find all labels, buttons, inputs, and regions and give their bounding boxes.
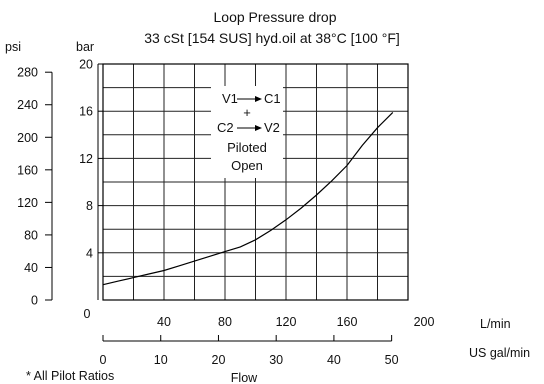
psi-tick-label: 200 xyxy=(17,131,38,145)
gpm-tick-label: 20 xyxy=(212,353,226,367)
lpm-tick-label: 200 xyxy=(414,315,435,329)
gpm-tick-label: 40 xyxy=(327,353,341,367)
psi-tick-label: 120 xyxy=(17,196,38,210)
bar-tick-label: 20 xyxy=(79,58,93,72)
annotation-open: Open xyxy=(231,158,263,173)
lpm-tick-label: 80 xyxy=(218,315,232,329)
flow-path-annotation: V1 C1 + C2 V2 Piloted Open xyxy=(211,86,283,178)
annotation-piloted: Piloted xyxy=(227,140,267,155)
bar-tick-label: 8 xyxy=(86,199,93,213)
annotation-background xyxy=(211,86,283,178)
annotation-c2: C2 xyxy=(217,120,234,135)
psi-tick-label: 240 xyxy=(17,98,38,112)
x-unit-lpm-label: L/min xyxy=(480,317,511,331)
lpm-tick-label: 40 xyxy=(157,315,171,329)
gpm-tick-label: 30 xyxy=(269,353,283,367)
psi-tick-label: 280 xyxy=(17,66,38,80)
psi-tick-label: 160 xyxy=(17,163,38,177)
y-unit-psi-label: psi xyxy=(5,40,21,54)
psi-tick-label: 0 xyxy=(31,294,38,308)
x-unit-gpm-label: US gal/min xyxy=(469,346,530,360)
annotation-c1: C1 xyxy=(264,91,281,106)
bar-tick-label: 4 xyxy=(86,246,93,260)
psi-tick-label: 40 xyxy=(24,261,38,275)
annotation-arrowhead-1 xyxy=(255,96,262,102)
gpm-tick-label: 10 xyxy=(154,353,168,367)
psi-tick-label: 80 xyxy=(24,228,38,242)
x-axis-label: Flow xyxy=(231,371,258,384)
plot-frame xyxy=(102,63,409,301)
gpm-tick-label: 50 xyxy=(385,353,399,367)
chart-subtitle: 33 cSt [154 SUS] hyd.oil at 38°C [100 °F… xyxy=(144,30,400,46)
gpm-tick-label: 0 xyxy=(100,353,107,367)
series-curve xyxy=(102,111,394,286)
bar-tick-label: 12 xyxy=(79,152,93,166)
chart-title: Loop Pressure drop xyxy=(214,9,337,25)
annotation-plus: + xyxy=(243,105,251,120)
lpm-tick-label: 0 xyxy=(84,307,91,321)
lpm-tick-label: 160 xyxy=(337,315,358,329)
lpm-tick-label: 120 xyxy=(276,315,297,329)
annotation-v2: V2 xyxy=(264,120,280,135)
bar-tick-label: 16 xyxy=(79,105,93,119)
annotation-v1: V1 xyxy=(222,91,238,106)
footnote: * All Pilot Ratios xyxy=(26,369,114,383)
annotation-arrowhead-2 xyxy=(255,125,262,131)
y-unit-bar-label: bar xyxy=(76,40,94,54)
